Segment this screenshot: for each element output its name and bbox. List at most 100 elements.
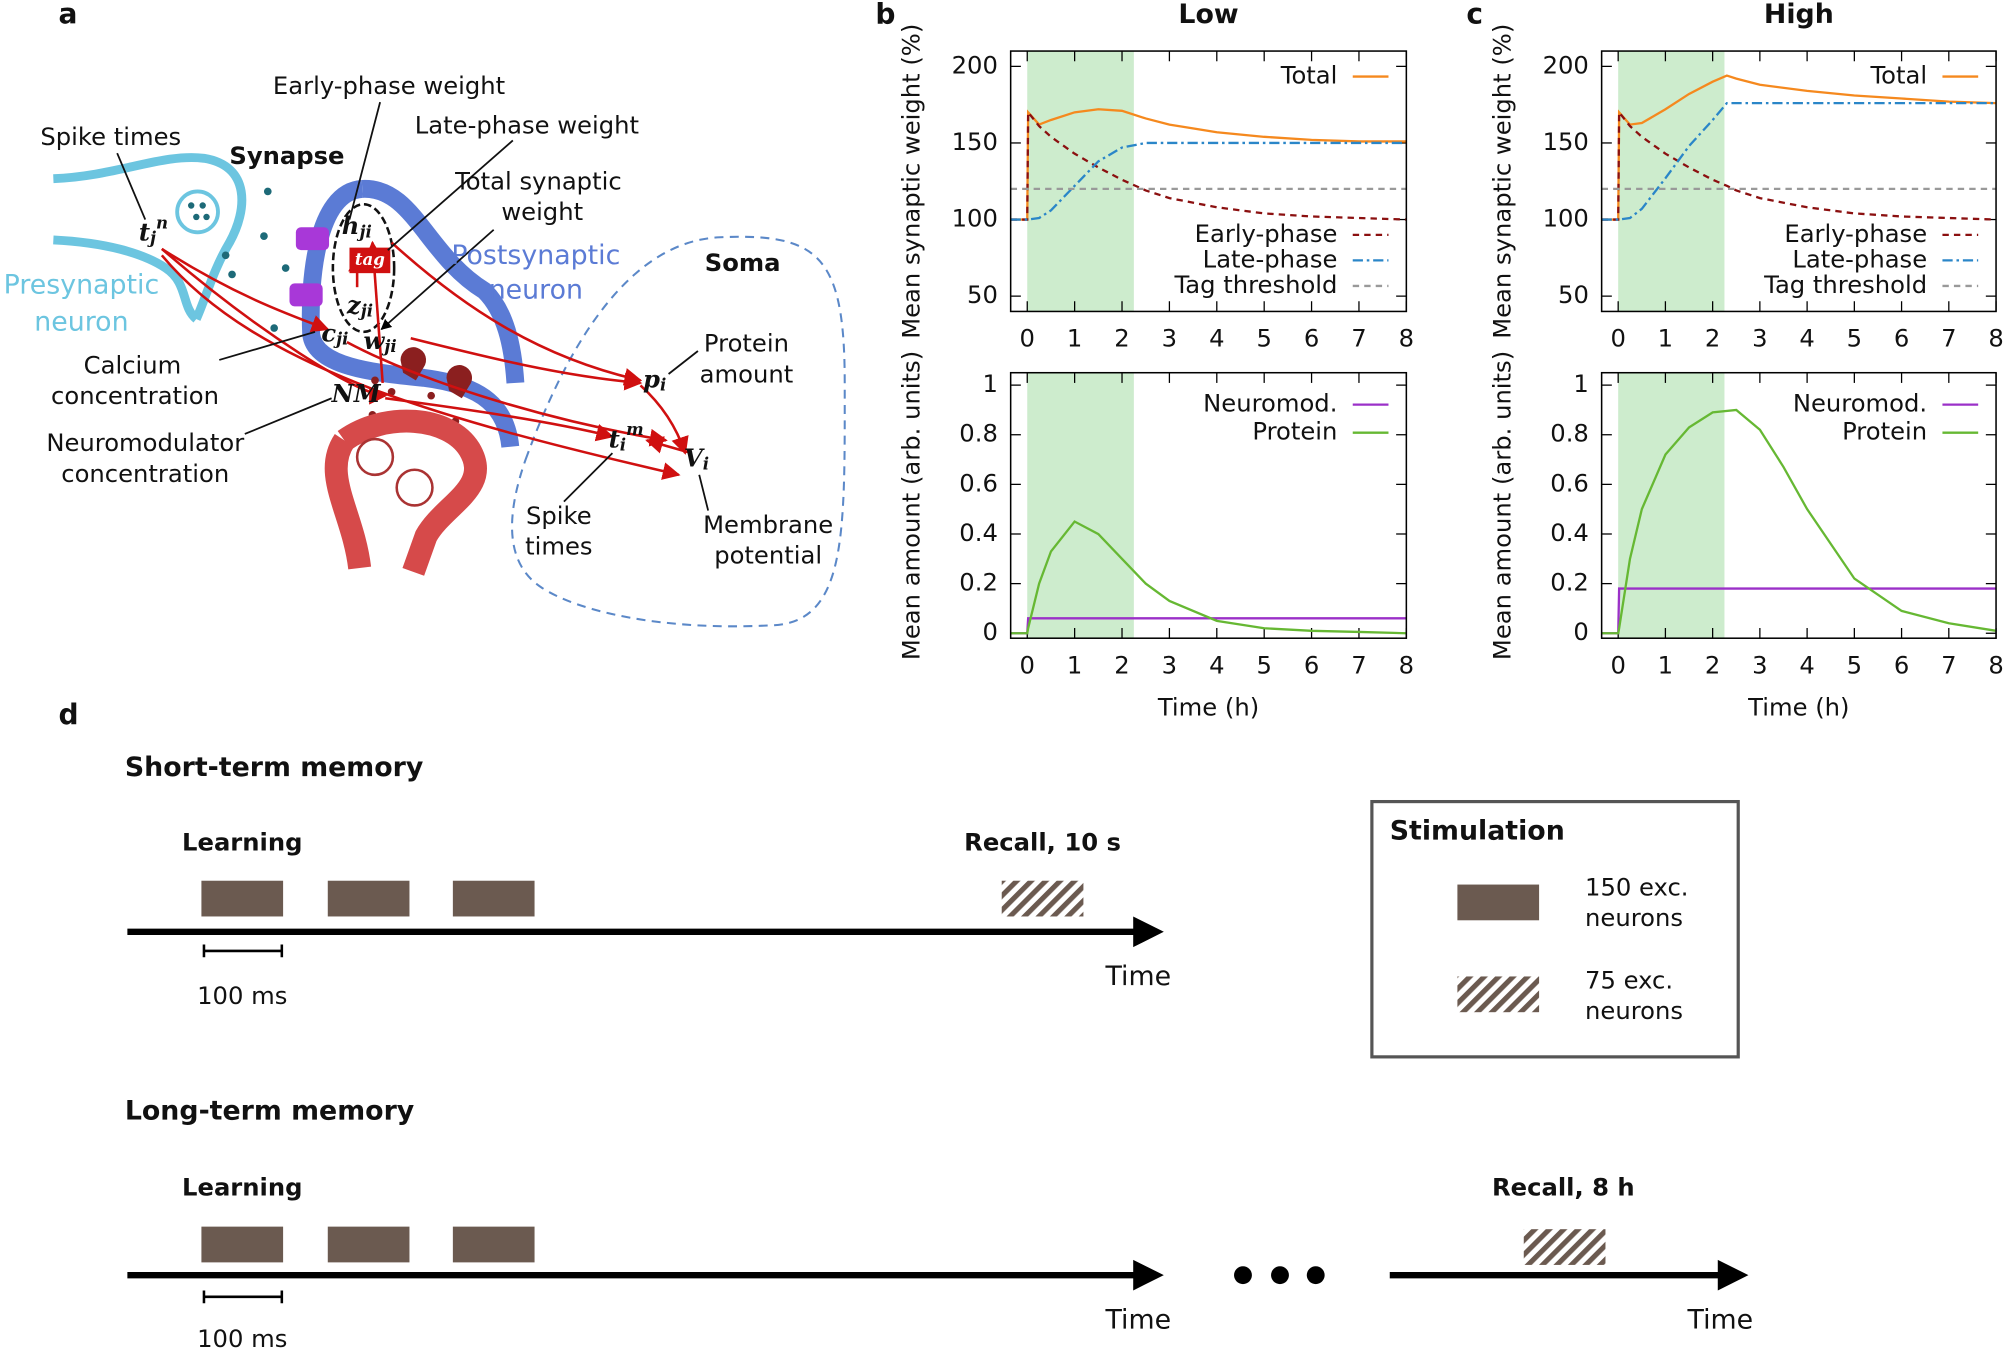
legend-label: Early-phase <box>1784 219 1927 248</box>
line-series <box>1601 101 1997 221</box>
x-tick-label: 3 <box>1752 650 1767 679</box>
legend-swatch <box>1457 976 1540 1013</box>
arrows <box>160 240 692 480</box>
y-tick-label: 100 <box>1543 204 1589 233</box>
legend-label: Neuromod. <box>1793 389 1927 418</box>
y-tick-label: 0.6 <box>959 468 998 497</box>
scale-bar <box>202 944 284 958</box>
x-tick-label: 1 <box>1067 324 1082 353</box>
section-title: Long-term memory <box>125 1095 414 1126</box>
symbol: tjn <box>139 212 168 247</box>
panel-letter: c <box>1466 0 1483 30</box>
symbol: pi <box>643 364 666 394</box>
label: potential <box>714 541 822 570</box>
recall-stimulus <box>1001 880 1084 917</box>
x-tick-label: 8 <box>1988 650 2003 679</box>
label: concentration <box>61 459 229 488</box>
label: Early-phase weight <box>273 71 505 100</box>
highlight-region <box>1027 372 1134 639</box>
panel-a: a <box>4 0 846 628</box>
line-series <box>1010 617 1407 635</box>
x-tick-label: 0 <box>1610 650 1625 679</box>
vesicle <box>395 468 434 507</box>
legend-label: Early-phase <box>1195 219 1338 248</box>
legend-label: Late-phase <box>1792 244 1927 273</box>
line-series <box>1601 109 1997 221</box>
line-series <box>1010 109 1407 221</box>
y-tick-label: 50 <box>967 280 998 309</box>
pointers <box>116 101 710 511</box>
symbol: zji <box>346 290 373 320</box>
x-axis-label: Time (h) <box>1157 692 1259 721</box>
x-tick-label: 8 <box>1988 324 2003 353</box>
panel-letter: d <box>58 698 78 731</box>
label: Soma <box>705 248 781 277</box>
plot-frame <box>1600 50 1997 313</box>
line-series <box>1010 141 1407 221</box>
y-tick-label: 0.8 <box>959 419 998 448</box>
highlight-region <box>1618 51 1725 312</box>
label: Synapse <box>229 141 344 170</box>
vesicle <box>175 189 220 235</box>
y-tick-label: 0 <box>1573 617 1588 646</box>
x-tick-label: 5 <box>1256 650 1271 679</box>
recall-stimulus <box>1523 1229 1606 1265</box>
legend-label: Tag threshold <box>1173 270 1337 299</box>
synapse-ellipse <box>331 202 396 334</box>
x-tick-label: 4 <box>1209 324 1224 353</box>
legend-title: Stimulation <box>1390 816 1565 847</box>
label: Presynaptic <box>4 269 160 300</box>
label: Postsynaptic <box>451 240 620 271</box>
label: Learning <box>182 828 302 857</box>
y-tick-label: 0.6 <box>1550 468 1589 497</box>
x-tick-label: 3 <box>1752 324 1767 353</box>
neuromodulatory-neuron <box>324 434 372 570</box>
label: 100 ms <box>197 981 287 1010</box>
x-tick-label: 3 <box>1162 324 1177 353</box>
label: Recall, 8 h <box>1492 1172 1635 1201</box>
x-tick-label: 4 <box>1799 650 1814 679</box>
presynaptic-membrane <box>53 235 200 323</box>
x-tick-label: 2 <box>1114 324 1129 353</box>
symbol: wji <box>364 326 397 356</box>
x-tick-label: 7 <box>1941 324 1956 353</box>
x-tick-label: 0 <box>1610 324 1625 353</box>
plot-frame <box>1600 371 1997 639</box>
presynaptic-membrane <box>53 153 247 321</box>
label: amount <box>700 359 794 388</box>
x-tick-label: 6 <box>1894 650 1909 679</box>
neuromodulatory-neuron <box>337 409 487 576</box>
y-tick-label: 0.4 <box>1550 518 1589 547</box>
label: concentration <box>51 381 219 410</box>
transmitter-dots <box>188 187 290 332</box>
label: Time <box>1105 1305 1172 1336</box>
y-tick-label: 100 <box>952 204 998 233</box>
legend-label: Total <box>1869 61 1927 90</box>
y-tick-label: 0.4 <box>959 518 998 547</box>
legend-label: Late-phase <box>1203 244 1338 273</box>
label: Time <box>1687 1305 1754 1336</box>
y-tick-label: 200 <box>1543 50 1589 79</box>
x-tick-label: 0 <box>1020 650 1035 679</box>
x-tick-label: 2 <box>1114 650 1129 679</box>
x-tick-label: 1 <box>1658 324 1673 353</box>
panel-d: d Short-term memory Learning Recall, 10 … <box>58 698 1753 1353</box>
line-series <box>1601 408 1997 635</box>
y-axis-label: Mean amount (arb. units) <box>896 351 925 660</box>
x-tick-label: 7 <box>1351 650 1366 679</box>
legend-label: neurons <box>1585 903 1683 932</box>
symbol: NM <box>331 379 382 408</box>
legend-label: 150 exc. <box>1585 872 1688 901</box>
label: Recall, 10 s <box>964 828 1121 857</box>
x-tick-label: 8 <box>1399 650 1414 679</box>
y-tick-label: 150 <box>1543 127 1589 156</box>
x-tick-label: 6 <box>1894 324 1909 353</box>
section-title: Short-term memory <box>125 752 424 783</box>
y-axis-label: Mean synaptic weight (%) <box>1487 24 1516 339</box>
x-tick-label: 5 <box>1847 324 1862 353</box>
legend-label: 75 exc. <box>1585 966 1673 995</box>
y-tick-label: 0.2 <box>959 568 998 597</box>
